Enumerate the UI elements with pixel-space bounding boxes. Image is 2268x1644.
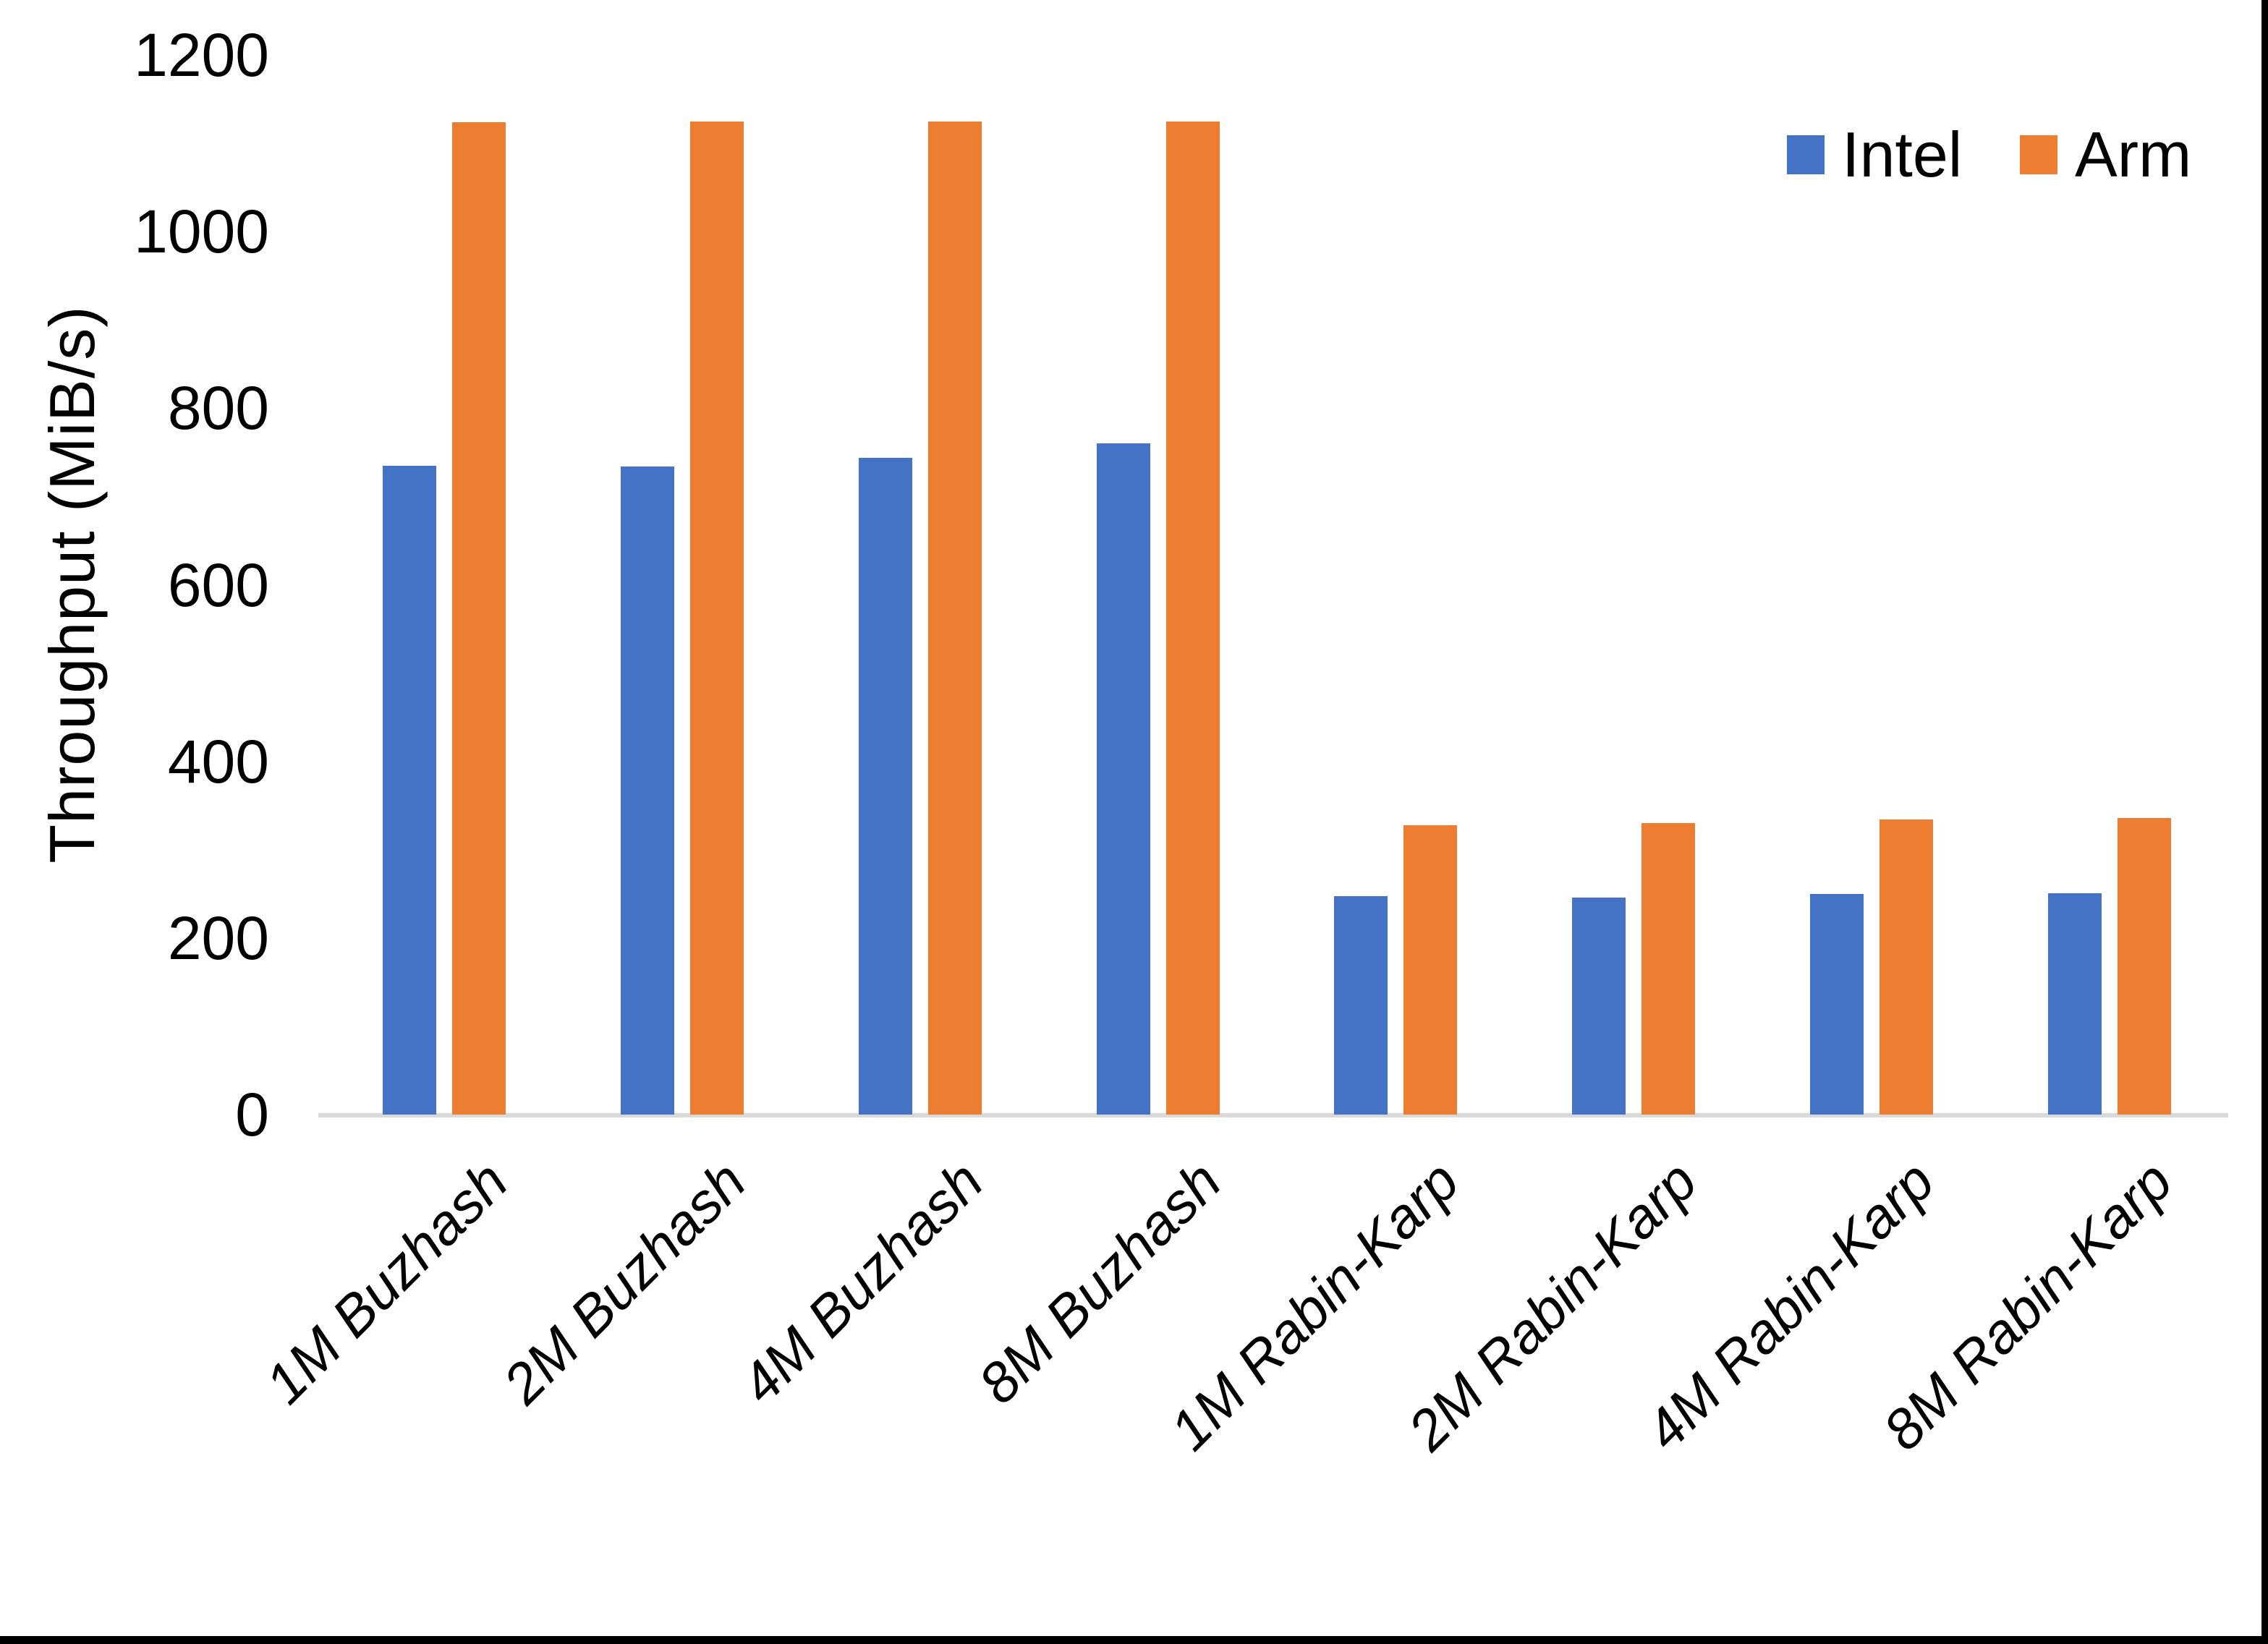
x-axis-label-4m-buzhash: 4M Buzhash — [728, 1149, 995, 1416]
bar-intel-1m-buzhash — [383, 465, 437, 1115]
bar-arm-2m-buzhash — [690, 121, 744, 1115]
y-tick-label-800: 800 — [167, 374, 269, 443]
bar-intel-8m-rabin-karp — [2047, 893, 2102, 1115]
bar-arm-8m-buzhash — [1165, 121, 1220, 1115]
bar-arm-4m-rabin-karp — [1879, 819, 1933, 1115]
legend-item-arm: Arm — [2020, 123, 2191, 187]
legend-label-intel: Intel — [1842, 119, 1963, 190]
y-tick-label-1000: 1000 — [134, 197, 269, 266]
x-axis-line — [318, 1113, 2228, 1117]
bar-intel-2m-buzhash — [621, 466, 675, 1115]
legend-item-intel: Intel — [1787, 123, 1962, 187]
screen-edge-bottom — [0, 1636, 2268, 1644]
y-tick-label-400: 400 — [167, 727, 269, 796]
bar-intel-1m-rabin-karp — [1334, 896, 1388, 1115]
bar-arm-1m-rabin-karp — [1403, 825, 1458, 1115]
bar-arm-1m-buzhash — [452, 122, 506, 1115]
bar-intel-4m-rabin-karp — [1809, 893, 1864, 1115]
legend-swatch-arm — [2020, 135, 2057, 174]
y-tick-label-600: 600 — [167, 550, 269, 619]
bar-intel-8m-buzhash — [1096, 443, 1150, 1115]
y-tick-label-200: 200 — [167, 903, 269, 972]
x-axis-label-1m-buzhash: 1M Buzhash — [252, 1149, 520, 1416]
x-axis-label-2m-buzhash: 2M Buzhash — [490, 1149, 757, 1416]
y-tick-label-0: 0 — [235, 1081, 269, 1149]
bar-arm-4m-buzhash — [927, 121, 982, 1115]
legend-label-arm: Arm — [2075, 119, 2192, 190]
bar-arm-2m-rabin-karp — [1641, 823, 1696, 1115]
bar-arm-8m-rabin-karp — [2117, 817, 2171, 1115]
y-tick-label-1200: 1200 — [134, 21, 269, 89]
x-axis-label-8m-buzhash: 8M Buzhash — [966, 1149, 1233, 1416]
legend-swatch-intel — [1787, 135, 1825, 174]
bar-intel-2m-rabin-karp — [1572, 897, 1626, 1115]
bar-intel-4m-buzhash — [858, 457, 912, 1115]
screen-edge-right — [2261, 0, 2268, 1644]
